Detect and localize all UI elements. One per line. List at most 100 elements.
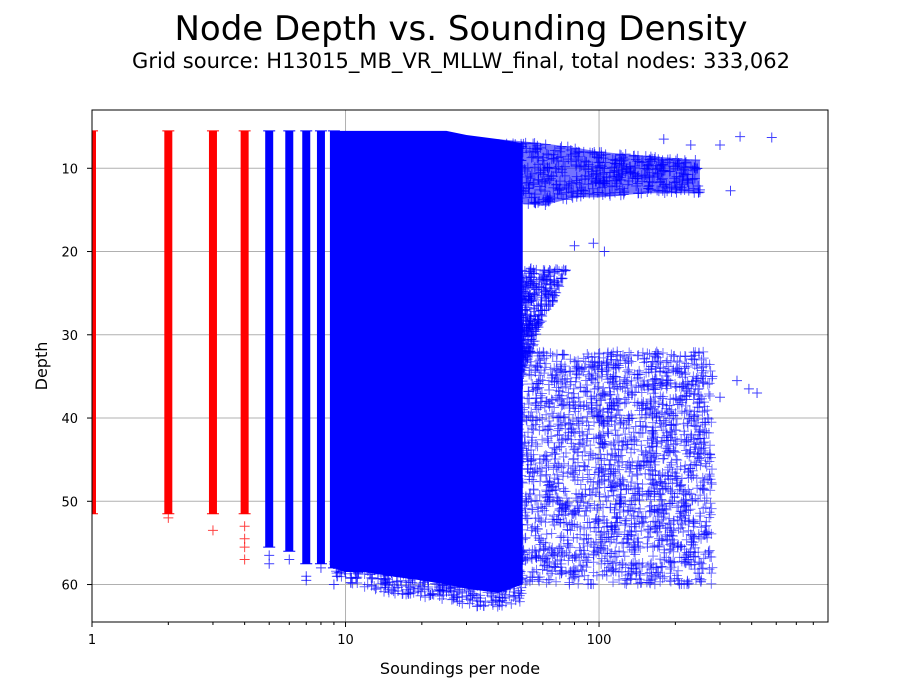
data-point: [696, 522, 707, 533]
data-point: [695, 391, 706, 402]
data-point: [632, 469, 643, 480]
data-point: [496, 534, 507, 545]
data-point: [529, 318, 540, 329]
data-point: [652, 358, 663, 369]
data-point: [337, 546, 348, 557]
data-point: [519, 276, 530, 287]
data-point: [546, 154, 557, 165]
data-point: [535, 305, 546, 316]
data-point: [588, 169, 599, 180]
data-point: [239, 554, 250, 565]
data-point: [539, 186, 550, 197]
data-point: [493, 563, 504, 574]
data-point: [682, 176, 693, 187]
data-point: [581, 385, 592, 396]
data-point: [525, 290, 536, 301]
data-point: [485, 496, 496, 507]
data-point: [514, 419, 525, 430]
data-point: [601, 495, 612, 506]
data-point: [613, 166, 624, 177]
data-point: [558, 458, 569, 469]
data-point: [476, 580, 487, 591]
data-point: [516, 477, 527, 488]
data-point: [706, 477, 717, 488]
data-point: [552, 469, 563, 480]
data-point: [573, 355, 584, 366]
data-point: [687, 165, 698, 176]
y-tick-label: 20: [61, 246, 78, 261]
data-point: [467, 418, 478, 429]
data-point: [498, 391, 509, 402]
data-point: [640, 403, 651, 414]
data-point: [484, 321, 495, 332]
data-point: [625, 349, 636, 360]
data-point: [575, 545, 586, 556]
data-point: [564, 176, 575, 187]
data-point: [518, 295, 529, 306]
data-point: [509, 575, 520, 586]
data-point: [693, 496, 704, 507]
data-point: [654, 477, 665, 488]
data-point: [684, 488, 695, 499]
data-point: [496, 523, 507, 534]
data-point: [602, 558, 613, 569]
data-point: [518, 185, 529, 196]
data-point: [415, 590, 426, 601]
data-point: [544, 416, 555, 427]
data-point: [650, 152, 661, 163]
data-point: [488, 530, 499, 541]
data-point: [422, 570, 433, 581]
data-point: [479, 400, 490, 411]
data-point: [644, 506, 655, 517]
data-point: [665, 498, 676, 509]
data-point: [597, 420, 608, 431]
data-point: [494, 141, 505, 152]
data-point: [410, 566, 421, 577]
data-point: [487, 500, 498, 511]
data-point: [607, 181, 618, 192]
data-point: [678, 497, 689, 508]
data-point: [609, 400, 620, 411]
data-point: [340, 565, 351, 576]
data-point: [554, 542, 565, 553]
data-point: [567, 573, 578, 584]
data-point: [546, 170, 557, 181]
data-point: [487, 350, 498, 361]
data-point: [525, 264, 536, 275]
data-point: [601, 565, 612, 576]
data-point: [514, 398, 525, 409]
data-point: [682, 448, 693, 459]
data-point: [683, 185, 694, 196]
data-point: [689, 439, 700, 450]
data-column: [92, 130, 96, 514]
data-point: [706, 578, 717, 589]
data-point: [353, 567, 364, 578]
data-point: [540, 139, 551, 150]
data-point: [508, 559, 519, 570]
data-point: [594, 479, 605, 490]
data-point: [606, 440, 617, 451]
data-point: [497, 600, 508, 611]
data-point: [702, 529, 713, 540]
data-point: [526, 525, 537, 536]
data-point: [575, 529, 586, 540]
data-point: [490, 576, 501, 587]
data-point: [436, 568, 447, 579]
data-point: [511, 267, 522, 278]
data-point: [658, 134, 669, 145]
data-point: [619, 578, 630, 589]
data-point: [694, 184, 705, 195]
data-point: [575, 434, 586, 445]
data-point: [637, 347, 648, 358]
data-point: [591, 393, 602, 404]
data-point: [511, 356, 522, 367]
data-point: [533, 551, 544, 562]
data-point: [479, 579, 490, 590]
data-point: [538, 159, 549, 170]
data-point: [624, 347, 635, 358]
data-point: [641, 409, 652, 420]
data-point: [582, 429, 593, 440]
data-point: [608, 563, 619, 574]
